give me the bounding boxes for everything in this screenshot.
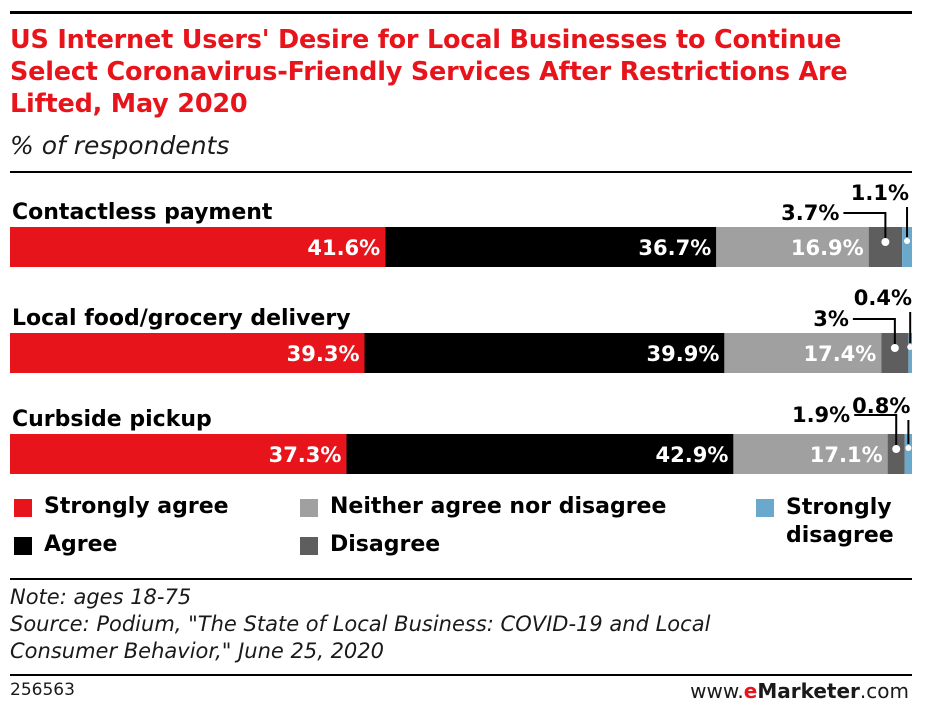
bar-strongly-disagree-local-food-grocery-delivery <box>908 333 912 373</box>
bar-strongly-disagree-curbside-pickup <box>904 434 912 474</box>
callout-line-disagree-curbside-pickup <box>854 414 898 448</box>
chart-subtitle: % of respondents <box>10 131 230 160</box>
legend-swatch-neither <box>300 499 318 517</box>
brand-prefix: www. <box>690 679 744 703</box>
legend-item-strongly-agree: Strongly agree <box>14 494 229 524</box>
legend-swatch-disagree <box>300 537 318 555</box>
category-label-curbside-pickup: Curbside pickup <box>12 407 212 432</box>
legend-label-agree: Agree <box>44 532 118 557</box>
data-label-strongly-agree-contactless-payment: 41.6% <box>307 236 380 260</box>
bar-agree-local-food-grocery-delivery <box>364 333 725 373</box>
data-label-disagree-contactless-payment: 3.7% <box>781 201 839 225</box>
legend-label-strongly-agree: Strongly agree <box>44 494 229 519</box>
bar-neither-agree-nor-disagree-curbside-pickup <box>733 434 888 474</box>
callout-dot-strongly-disagree-local-food-grocery-delivery <box>907 344 914 350</box>
brand-name: Marketer <box>757 679 860 703</box>
legend-label-disagree: Disagree <box>330 532 441 557</box>
bar-neither-agree-nor-disagree-contactless-payment <box>716 227 869 267</box>
data-label-disagree-curbside-pickup: 1.9% <box>792 403 850 427</box>
bar-strongly-disagree-contactless-payment <box>902 227 912 267</box>
data-label-agree-curbside-pickup: 42.9% <box>656 443 729 467</box>
brand-suffix: .com <box>859 679 909 703</box>
callout-dot-disagree-contactless-payment <box>881 238 890 246</box>
callout-line-disagree-contactless-payment <box>843 212 887 241</box>
brand-e: e <box>743 679 758 703</box>
data-label-agree-local-food-grocery-delivery: 39.9% <box>647 342 720 366</box>
data-label-neither-agree-nor-disagree-curbside-pickup: 17.1% <box>810 443 883 467</box>
bar-disagree-curbside-pickup <box>887 434 905 474</box>
callout-dot-strongly-disagree-curbside-pickup <box>905 445 912 451</box>
legend-item-disagree: Disagree <box>300 532 440 562</box>
category-label-local-food-grocery-delivery: Local food/grocery delivery <box>12 306 351 331</box>
chart-title: US Internet Users' Desire for Local Busi… <box>10 25 848 119</box>
bar-strongly-agree-curbside-pickup <box>10 434 347 474</box>
bar-agree-contactless-payment <box>385 227 717 267</box>
data-label-strongly-disagree-curbside-pickup: 0.8% <box>852 394 910 418</box>
data-label-strongly-disagree-local-food-grocery-delivery: 0.4% <box>854 286 912 310</box>
legend-item-strongly-disagree: Strongly disagree <box>756 494 916 554</box>
data-label-neither-agree-nor-disagree-contactless-payment: 16.9% <box>791 236 864 260</box>
data-label-neither-agree-nor-disagree-local-food-grocery-delivery: 17.4% <box>803 342 876 366</box>
legend-swatch-strongly-disagree <box>756 499 774 517</box>
bar-strongly-agree-local-food-grocery-delivery <box>10 333 365 373</box>
data-label-agree-contactless-payment: 36.7% <box>638 236 711 260</box>
source-line-2: Consumer Behavior," June 25, 2020 <box>10 639 385 663</box>
source-note: Note: ages 18-75 Source: Podium, "The St… <box>10 584 710 665</box>
callout-dot-disagree-curbside-pickup <box>892 445 901 453</box>
callout-dot-strongly-disagree-contactless-payment <box>904 238 911 244</box>
data-label-strongly-agree-local-food-grocery-delivery: 39.3% <box>287 342 360 366</box>
legend-label-strongly-disagree: Strongly disagree <box>786 495 894 548</box>
bar-agree-curbside-pickup <box>346 434 734 474</box>
emarketer-logo: www.eMarketer.com <box>690 679 909 703</box>
legend-swatch-strongly-agree <box>14 499 32 517</box>
bar-strongly-agree-contactless-payment <box>10 227 386 267</box>
legend-swatch-agree <box>14 537 32 555</box>
data-label-disagree-local-food-grocery-delivery: 3% <box>813 307 849 331</box>
header-rule <box>10 171 912 173</box>
callout-dot-disagree-local-food-grocery-delivery <box>890 344 899 352</box>
top-rule <box>10 11 912 14</box>
callout-line-disagree-local-food-grocery-delivery <box>852 318 896 347</box>
data-label-strongly-disagree-contactless-payment: 1.1% <box>851 181 909 205</box>
footer-rule <box>10 578 912 580</box>
legend-label-neither: Neither agree nor disagree <box>330 494 667 519</box>
category-label-contactless-payment: Contactless payment <box>12 200 273 225</box>
source-line-1: Source: Podium, "The State of Local Busi… <box>10 612 711 636</box>
bar-neither-agree-nor-disagree-local-food-grocery-delivery <box>724 333 882 373</box>
legend-item-agree: Agree <box>14 532 117 562</box>
legend-item-neither: Neither agree nor disagree <box>300 494 666 524</box>
bottom-rule <box>10 674 912 676</box>
data-label-strongly-agree-curbside-pickup: 37.3% <box>269 443 342 467</box>
chart-id: 256563 <box>10 680 75 700</box>
note-line: Note: ages 18-75 <box>10 585 192 609</box>
